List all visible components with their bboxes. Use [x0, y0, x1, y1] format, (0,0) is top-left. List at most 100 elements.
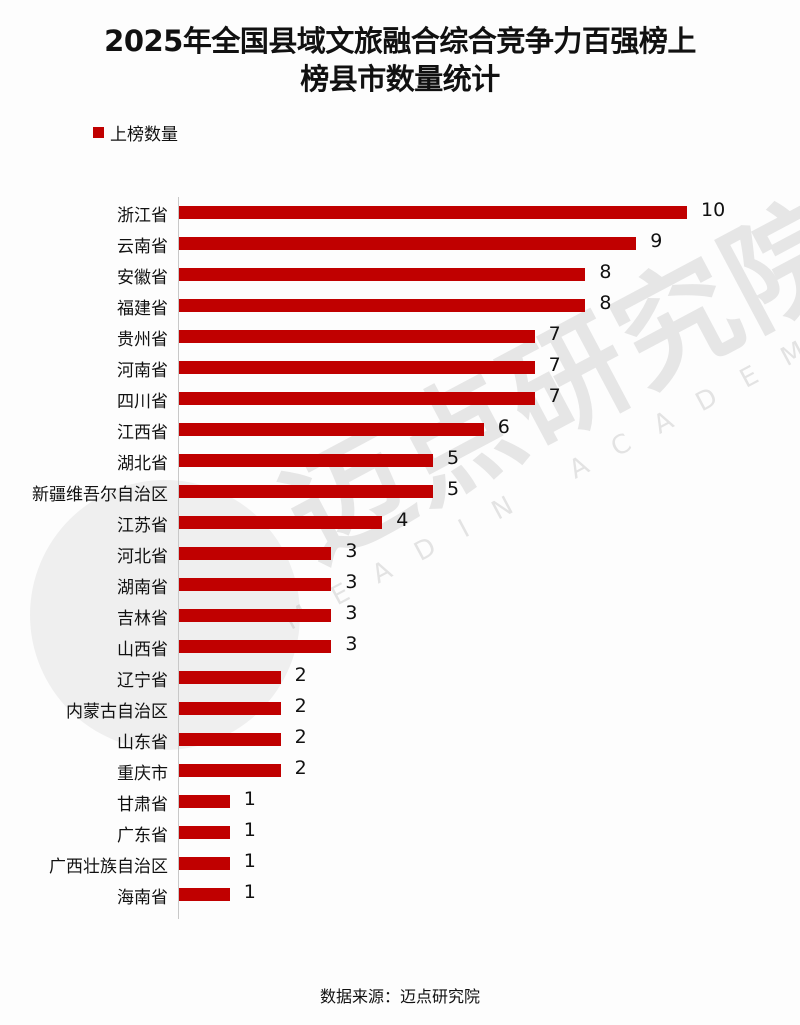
chart-title-line2: 榜县市数量统计: [300, 62, 500, 96]
bar-row: 山东省 2: [0, 724, 800, 755]
bar-row: 河南省 7: [0, 352, 800, 383]
legend: 上榜数量: [93, 120, 178, 145]
bar-row: 安徽省 8: [0, 259, 800, 290]
category-label: 湖南省: [117, 578, 168, 598]
bar: [179, 702, 281, 715]
value-label: 1: [243, 788, 256, 810]
category-label: 浙江省: [117, 206, 168, 226]
bar: [179, 485, 433, 498]
bar: [179, 764, 281, 777]
bar: [179, 392, 535, 405]
category-label: 新疆维吾尔自治区: [32, 485, 168, 505]
value-label: 7: [548, 354, 561, 376]
category-label: 内蒙古自治区: [66, 702, 168, 722]
value-label: 8: [599, 261, 612, 283]
value-label: 2: [294, 695, 307, 717]
bar: [179, 547, 332, 560]
category-label: 河北省: [117, 547, 168, 567]
category-label: 云南省: [117, 237, 168, 257]
bar: [179, 516, 383, 529]
bar: [179, 454, 433, 467]
category-label: 吉林省: [117, 609, 168, 629]
value-label: 2: [294, 726, 307, 748]
bar: [179, 671, 281, 684]
category-label: 甘肃省: [117, 795, 168, 815]
bar-row: 浙江省 10: [0, 197, 800, 228]
category-label: 广西壮族自治区: [49, 857, 168, 877]
bar-row: 湖南省 3: [0, 569, 800, 600]
value-label: 3: [345, 540, 358, 562]
category-label: 江西省: [117, 423, 168, 443]
bar-row: 福建省 8: [0, 290, 800, 321]
value-label: 8: [599, 292, 612, 314]
category-label: 河南省: [117, 361, 168, 381]
value-label: 1: [243, 819, 256, 841]
value-label: 7: [548, 385, 561, 407]
category-label: 山西省: [117, 640, 168, 660]
value-label: 1: [243, 850, 256, 872]
bar-row: 云南省 9: [0, 228, 800, 259]
bar-row: 内蒙古自治区 2: [0, 693, 800, 724]
value-label: 3: [345, 633, 358, 655]
bar: [179, 330, 535, 343]
category-label: 湖北省: [117, 454, 168, 474]
legend-label: 上榜数量: [110, 125, 178, 145]
category-label: 广东省: [117, 826, 168, 846]
bar-row: 贵州省 7: [0, 321, 800, 352]
category-label: 安徽省: [117, 268, 168, 288]
bar-row: 江西省 6: [0, 414, 800, 445]
bar: [179, 237, 637, 250]
value-label: 3: [345, 602, 358, 624]
bar: [179, 299, 586, 312]
bar: [179, 423, 484, 436]
bar: [179, 268, 586, 281]
bar-row: 新疆维吾尔自治区 5: [0, 476, 800, 507]
category-label: 重庆市: [117, 764, 168, 784]
category-label: 江苏省: [117, 516, 168, 536]
value-label: 3: [345, 571, 358, 593]
bar: [179, 795, 230, 808]
bar-row: 江苏省 4: [0, 507, 800, 538]
bar-row: 海南省 1: [0, 879, 800, 910]
y-axis-line: [178, 197, 179, 919]
bar-row: 吉林省 3: [0, 600, 800, 631]
value-label: 1: [243, 881, 256, 903]
bar: [179, 888, 230, 901]
value-label: 5: [447, 447, 460, 469]
legend-swatch: [93, 127, 104, 138]
bar: [179, 733, 281, 746]
value-label: 7: [548, 323, 561, 345]
bar-row: 四川省 7: [0, 383, 800, 414]
bar-row: 广东省 1: [0, 817, 800, 848]
bar: [179, 640, 332, 653]
bar: [179, 361, 535, 374]
value-label: 10: [701, 199, 726, 221]
chart-title: 2025年全国县域文旅融合综合竞争力百强榜上 榜县市数量统计: [0, 22, 800, 98]
bar-row: 重庆市 2: [0, 755, 800, 786]
bar-row: 甘肃省 1: [0, 786, 800, 817]
bar: [179, 826, 230, 839]
bar: [179, 609, 332, 622]
value-label: 5: [447, 478, 460, 500]
bar: [179, 857, 230, 870]
data-source: 数据来源：迈点研究院: [319, 987, 480, 1006]
chart-title-line1: 2025年全国县域文旅融合综合竞争力百强榜上: [104, 24, 696, 58]
category-label: 四川省: [117, 392, 168, 412]
category-label: 贵州省: [117, 330, 168, 350]
value-label: 2: [294, 664, 307, 686]
bar-row: 辽宁省 2: [0, 662, 800, 693]
category-label: 辽宁省: [117, 671, 168, 691]
bar-row: 广西壮族自治区 1: [0, 848, 800, 879]
value-label: 9: [650, 230, 663, 252]
value-label: 4: [396, 509, 409, 531]
bar: [179, 578, 332, 591]
bar-row: 河北省 3: [0, 538, 800, 569]
category-label: 山东省: [117, 733, 168, 753]
value-label: 2: [294, 757, 307, 779]
bar: [179, 206, 687, 219]
bar-row: 山西省 3: [0, 631, 800, 662]
bar-row: 湖北省 5: [0, 445, 800, 476]
category-label: 福建省: [117, 299, 168, 319]
category-label: 海南省: [117, 888, 168, 908]
value-label: 6: [497, 416, 510, 438]
